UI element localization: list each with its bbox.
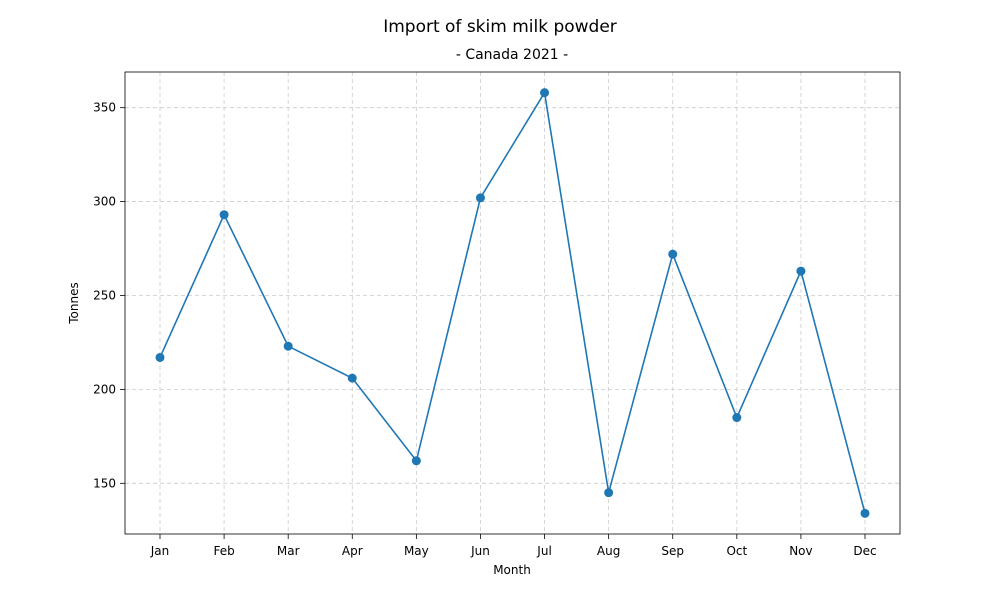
y-tick-label: 300 [93,195,116,209]
data-point [540,88,550,98]
data-point [411,456,421,466]
x-tick-label: Apr [342,544,363,558]
data-point [604,488,614,498]
x-tick-label: Aug [597,544,620,558]
x-axis: Jan Feb Mar Apr May Jun Jul Aug Sep Oct Nov Dec [150,534,877,558]
x-tick-label: May [404,544,429,558]
y-tick-label: 250 [93,288,116,302]
plot-frame [124,71,901,535]
y-tick-label: 200 [93,382,116,396]
y-tick-label: 350 [93,101,116,115]
y-axis: 150 200 250 300 350 [93,101,125,490]
x-tick-label: Jun [470,544,490,558]
x-axis-label: Month [493,563,531,577]
data-point [796,266,806,276]
x-tick-label: Dec [853,544,876,558]
data-point [283,341,293,351]
chart-title: Import of skim milk powder [383,17,617,37]
y-tick-label: 150 [93,476,116,490]
series-layer [155,88,870,518]
x-tick-label: Nov [789,544,812,558]
x-tick-label: Jul [536,544,551,558]
y-axis-label: Tonnes [67,282,81,324]
x-tick-label: Jan [150,544,170,558]
data-point [475,193,485,203]
x-tick-label: Mar [277,544,300,558]
chart-subtitle: - Canada 2021 - [456,47,568,63]
data-point [732,413,742,423]
x-tick-label: Feb [213,544,234,558]
x-tick-label: Sep [661,544,684,558]
x-tick-label: Oct [726,544,747,558]
data-point [860,508,870,518]
data-point [668,249,678,259]
data-point [347,373,357,383]
grid [125,72,900,534]
data-point [219,210,229,220]
series-line [159,90,866,514]
data-point [155,352,165,362]
